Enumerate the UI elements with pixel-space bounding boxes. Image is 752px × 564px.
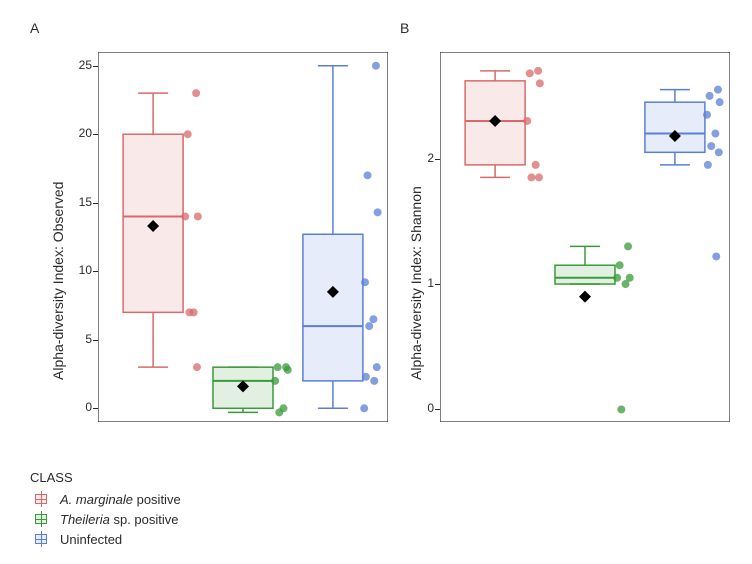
ytick-label: 2 xyxy=(408,151,434,165)
panel-a-y-title: Alpha-diversity Index: Observed xyxy=(50,182,66,380)
legend-label: A. marginale positive xyxy=(60,492,181,507)
panel-b-plot xyxy=(440,52,730,422)
legend-item: Theileria sp. positive xyxy=(30,509,181,529)
ytick-label: 10 xyxy=(66,263,92,277)
legend-label: Theileria sp. positive xyxy=(60,512,179,527)
legend-title: CLASS xyxy=(30,470,181,485)
legend-swatch xyxy=(30,492,52,506)
panel-b-label: B xyxy=(400,20,409,36)
legend-swatch xyxy=(30,532,52,546)
panel-a-label: A xyxy=(30,20,39,36)
figure: A B Alpha-diversity Index: Observed 0510… xyxy=(0,0,752,564)
ytick-label: 25 xyxy=(66,58,92,72)
legend-swatch xyxy=(30,512,52,526)
ytick-label: 20 xyxy=(66,126,92,140)
legend: CLASS A. marginale positive Theileria sp.… xyxy=(30,470,181,549)
legend-item: A. marginale positive xyxy=(30,489,181,509)
ytick-label: 0 xyxy=(66,400,92,414)
ytick-label: 0 xyxy=(408,401,434,415)
panel-a-plot xyxy=(98,52,388,422)
legend-item: Uninfected xyxy=(30,529,181,549)
legend-label: Uninfected xyxy=(60,532,122,547)
ytick-label: 1 xyxy=(408,276,434,290)
ytick-label: 15 xyxy=(66,195,92,209)
ytick-label: 5 xyxy=(66,332,92,346)
